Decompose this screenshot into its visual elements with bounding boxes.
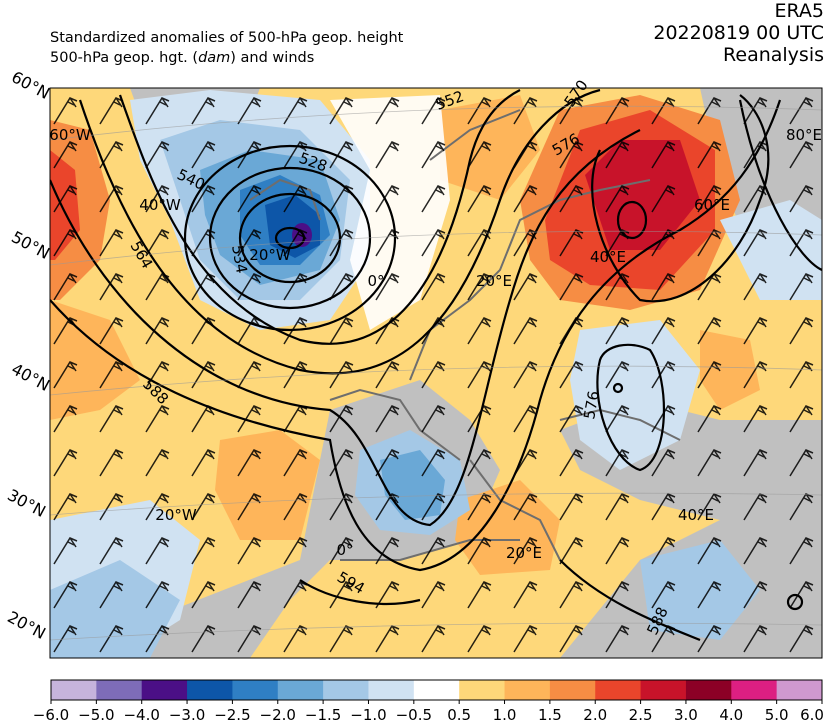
colorbar-cell <box>731 680 778 700</box>
colorbar-tick-label: −1.5 <box>305 706 341 724</box>
contour-label-534: 534 <box>228 244 251 275</box>
colorbar-cell <box>277 680 324 700</box>
wind-barbs <box>50 88 822 658</box>
title-line-2: 500-hPa geop. hgt. (dam) and winds <box>50 48 403 68</box>
lat-label-30n: 30°N <box>4 485 49 521</box>
lon-label-80e: 80°E <box>786 126 822 144</box>
colorbar-cell <box>141 680 188 700</box>
lon-label-20e-south: 20°E <box>506 544 542 562</box>
lat-label-50n: 50°N <box>8 227 53 263</box>
map-frame <box>49 87 823 659</box>
lon-label-0-south: 0° <box>336 541 353 559</box>
lat-label-20n: 20°N <box>4 607 49 643</box>
colorbar: −6.0 −5.0 −4.0 −3.0 −2.5 −2.0 −1.5 −1.0 −0.5 0.5 1… <box>33 679 824 724</box>
dataset-label: ERA5 <box>774 0 824 22</box>
colorbar-tick-label: 2.5 <box>629 706 653 724</box>
colorbar-cell <box>413 680 460 700</box>
colorbar-tick-label: −2.0 <box>260 706 296 724</box>
colorbar-tick-label: −6.0 <box>33 706 69 724</box>
map-title: Standardized anomalies of 500-hPa geop. … <box>50 28 403 68</box>
colorbar-cell <box>640 680 687 700</box>
lon-label-40w: 40°W <box>139 196 181 214</box>
lat-label-40n: 40°N <box>8 359 53 395</box>
colorbar-cell <box>368 680 415 700</box>
anomaly-map: 60°N 50°N 40°N 30°N 20°N 60°W 40°W 20°W … <box>4 67 823 659</box>
colorbar-tick-label: 1.0 <box>493 706 517 724</box>
colorbar-cells <box>51 680 823 700</box>
lon-label-60w: 60°W <box>49 126 91 144</box>
contour-label-576-east: 576 <box>580 389 603 420</box>
colorbar-tick-label: 2.0 <box>583 706 607 724</box>
colorbar-tick-label: 0.5 <box>447 706 471 724</box>
colorbar-cell <box>187 680 233 700</box>
colorbar-cell <box>685 680 732 700</box>
colorbar-tick-label: −0.5 <box>396 706 432 724</box>
lon-label-60e: 60°E <box>694 196 730 214</box>
product-label: Reanalysis <box>723 44 824 66</box>
title-line-2-prefix: 500-hPa geop. hgt. ( <box>50 50 199 66</box>
colorbar-tick-label: −1.0 <box>350 706 386 724</box>
colorbar-cell <box>323 680 369 700</box>
colorbar-tick-label: 6.0 <box>800 706 824 724</box>
colorbar-cell <box>96 680 143 700</box>
colorbar-tick-label: 1.5 <box>538 706 562 724</box>
colorbar-cell <box>51 680 97 700</box>
height-contours <box>50 88 822 642</box>
colorbar-tick-label: 4.0 <box>719 706 743 724</box>
lon-label-20w-south: 20°W <box>155 506 197 524</box>
lon-label-40e-north: 40°E <box>590 248 626 266</box>
colorbar-cell <box>595 680 642 700</box>
lon-label-40e-south: 40°E <box>678 506 714 524</box>
colorbar-cell <box>232 680 279 700</box>
colorbar-tick-label: 5.0 <box>765 706 789 724</box>
title-unit: dam <box>198 50 231 66</box>
title-line-1: Standardized anomalies of 500-hPa geop. … <box>50 30 404 46</box>
graticule <box>50 105 822 641</box>
colorbar-cell <box>504 680 551 700</box>
colorbar-tick-label: −5.0 <box>78 706 114 724</box>
lon-label-20e-north: 20°E <box>476 272 512 290</box>
colorbar-tick-label: −2.5 <box>214 706 250 724</box>
lon-label-20w-north: 20°W <box>249 246 291 264</box>
colorbar-cell <box>549 680 596 700</box>
title-line-2-suffix: ) and winds <box>230 50 315 66</box>
colorbar-tick-label: 3.0 <box>674 706 698 724</box>
colorbar-cell <box>776 680 823 700</box>
lon-label-0-north: 0° <box>367 272 384 290</box>
lat-label-60n: 60°N <box>8 67 53 103</box>
colorbar-cell <box>459 680 506 700</box>
colorbar-tick-label: −3.0 <box>169 706 205 724</box>
colorbar-tick-label: −4.0 <box>123 706 159 724</box>
map-meta: ERA5 20220819 00 UTC Reanalysis <box>653 0 824 66</box>
colorbar-frame <box>50 679 823 701</box>
colorbar-ticks: −6.0 −5.0 −4.0 −3.0 −2.5 −2.0 −1.5 −1.0 −0.5 0.5 1… <box>33 700 824 724</box>
datetime-label: 20220819 00 UTC <box>653 22 824 44</box>
map-body <box>50 88 822 658</box>
